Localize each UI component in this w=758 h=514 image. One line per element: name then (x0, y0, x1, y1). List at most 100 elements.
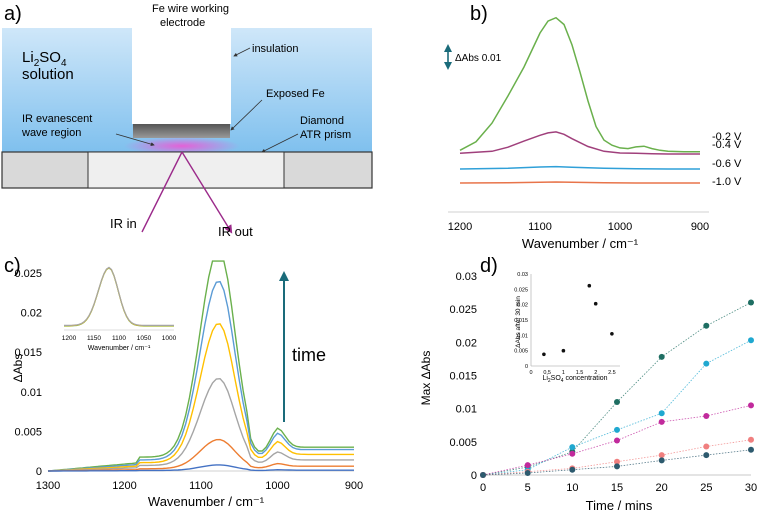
evanescent-pointer (115, 133, 155, 147)
panel-b-x-tick-label: 1100 (528, 221, 552, 233)
panel-c-x-tick-label: 1200 (112, 480, 136, 492)
solution-word: solution (22, 66, 74, 83)
panel-c-y-tick-label: 0.025 (14, 268, 42, 280)
panel-d-y-tick-label: 0.025 (449, 304, 477, 316)
panel-d-inset-x-tick-label: 1 (562, 370, 565, 376)
panel-a-label: a) (4, 3, 22, 25)
diamond-pointer (261, 133, 299, 153)
electrode-label-line2: electrode (160, 17, 205, 29)
diamond-label-line2: ATR prism (300, 129, 351, 141)
panel-d-data-point (748, 436, 754, 443)
evanescent-wave-glow (124, 137, 240, 155)
exposed-fe-pointer (230, 99, 263, 131)
panel-c-inset-line (64, 266, 174, 327)
panel-d-data-point (524, 470, 531, 476)
electrode-insulation (132, 0, 231, 124)
panel-c-inset: 1200 1150 1100 1050 1000 Wavenumber / cm⁻¹ (62, 266, 177, 352)
ir-out-label: IR out (218, 224, 253, 239)
panel-b-series-line (459, 165, 700, 170)
panel-d-trend-line (482, 439, 752, 476)
panel-c-x-tick-label: 1300 (36, 480, 60, 492)
panel-c-x-tick-label: 1100 (189, 480, 213, 492)
panel-d-x-tick-label: 10 (566, 482, 578, 494)
panel-d-x-tick-label: 25 (700, 482, 712, 494)
panel-d-y-axis-title: Max ΔAbs (419, 351, 433, 406)
panel-d-data-point (748, 299, 754, 306)
panel-d-inset: 0 0.005 0.01 0.015 0.02 0.025 0.03 0 0.5 1 1.5 2 2.5… (514, 272, 620, 384)
panel-d-data-point (703, 452, 710, 459)
panel-b-series-line (459, 131, 700, 155)
panel-c-inset-x-title: Wavenumber / cm⁻¹ (88, 345, 151, 352)
panel-b-series-line (459, 181, 700, 184)
panel-d-data-point (703, 360, 710, 367)
panel-c-series-line (47, 377, 354, 472)
panel-b-series-line (459, 16, 700, 153)
panel-d-label: d) (480, 255, 498, 277)
panel-d-inset-y-tick-label: 0.025 (514, 287, 528, 293)
insulation-pointer (233, 47, 251, 57)
panel-d-inset-y-tick-label: 0.005 (514, 349, 528, 355)
panel-d-y-tick-label: 0.01 (456, 404, 477, 416)
panel-d-inset-x-title: Li2SO4 concentration (542, 375, 607, 384)
panel-b-series-label: -1.0 V (712, 176, 742, 188)
panel-d-inset-y-tick-label: 0 (525, 364, 528, 370)
panel-d-data-point (569, 444, 576, 451)
panel-d-data-point (658, 353, 665, 360)
panel-b-x-tick-label: 900 (691, 221, 709, 233)
panel-b-x-tick-label: 1000 (608, 221, 632, 233)
panel-d-inset-point (587, 283, 592, 288)
panel-c-inset-ticks: 1200 1150 1100 1050 1000 (62, 335, 177, 342)
panel-d-data-point (703, 413, 710, 419)
panel-d-inset-point (561, 348, 566, 353)
panel-d-data-point (614, 399, 620, 405)
panel-d-x-tick-label: 5 (525, 482, 531, 494)
panel-d-inset-axes: 0 0.005 0.01 0.015 0.02 0.025 0.03 0 0.5 1 1.5 2 2.5 (514, 272, 620, 376)
panel-c-series-line (48, 464, 354, 472)
panel-d-inset-x-tick-label: 2.5 (608, 370, 616, 376)
panel-d-inset-point (593, 301, 598, 306)
panel-c-x-tick-label: 1000 (265, 480, 289, 492)
panel-d-data-point (658, 418, 665, 425)
panel-b-series-label: -0.4 V (712, 139, 742, 151)
panel-b-series (459, 16, 700, 184)
panel-d-data-point (703, 322, 710, 329)
panel-b-x-axis-title: Wavenumber / cm⁻¹ (522, 236, 639, 251)
panel-c-series-line (47, 323, 354, 472)
panel-c-y-tick-label: 0 (36, 466, 42, 478)
panel-d-data-point (748, 402, 754, 409)
panel-d-x-tick-label: 30 (745, 482, 757, 494)
evanescent-label-line1: IR evanescent (22, 113, 92, 125)
panel-d-data-point (569, 450, 576, 457)
panel-b-series-label: -0.2 V (712, 131, 742, 143)
panel-d-data-point (614, 458, 620, 465)
time-label: time (292, 345, 326, 365)
panel-d-data-point (658, 457, 665, 464)
panel-c-inset-tick-label: 1200 (62, 335, 77, 342)
panel-d-x-tick-label: 0 (480, 482, 486, 494)
panel-d-data-point (748, 337, 754, 344)
panel-c-series-line (47, 260, 354, 472)
panel-c-inset-tick-label: 1150 (87, 335, 101, 342)
panel-d-inset-y-tick-label: 0.015 (514, 318, 528, 324)
panel-d-series (480, 299, 754, 478)
insulation-label: insulation (252, 43, 298, 55)
exposed-fe-label: Exposed Fe (266, 88, 325, 100)
panel-c-y-tick-label: 0.02 (21, 308, 42, 320)
panel-c-inset-series (64, 266, 174, 327)
panel-d-inset-x-tick-label: 1.5 (576, 370, 584, 376)
panel-d-data-point (480, 472, 486, 478)
panel-d-data-point (614, 437, 620, 444)
exposed-fe-surface (133, 124, 230, 138)
panel-c-inset-line (64, 266, 174, 326)
panel-b-x-ticks: 1200 1100 1000 900 (448, 221, 709, 233)
panel-b-label: b) (470, 3, 488, 25)
diamond-label-line1: Diamond (300, 115, 344, 127)
ir-in-beam (141, 151, 183, 233)
panel-c-y-tick-label: 0.015 (14, 347, 42, 359)
panel-d-y-tick-label: 0 (471, 470, 477, 482)
electrode-label-line1: Fe wire working (152, 3, 229, 15)
panel-d-inset-point (542, 352, 546, 357)
panel-d-y-tick-label: 0.03 (456, 271, 477, 283)
